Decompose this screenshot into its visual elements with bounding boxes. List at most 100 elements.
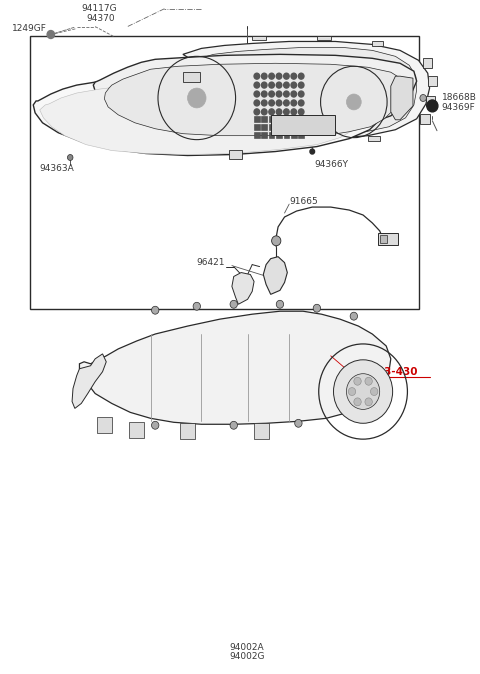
- Bar: [380, 235, 387, 243]
- Circle shape: [269, 109, 275, 115]
- Circle shape: [269, 91, 275, 97]
- Bar: [269, 131, 275, 137]
- Bar: [254, 131, 260, 137]
- Bar: [180, 423, 195, 439]
- Circle shape: [47, 30, 55, 38]
- Circle shape: [276, 100, 282, 106]
- Circle shape: [276, 82, 282, 88]
- Circle shape: [254, 82, 260, 88]
- Polygon shape: [80, 311, 391, 424]
- Circle shape: [269, 73, 275, 79]
- Circle shape: [334, 360, 393, 423]
- Circle shape: [420, 94, 426, 102]
- Circle shape: [299, 91, 304, 97]
- Bar: [291, 131, 297, 137]
- Circle shape: [284, 91, 289, 97]
- Polygon shape: [232, 272, 254, 304]
- Circle shape: [193, 302, 201, 310]
- Bar: [299, 116, 304, 122]
- Bar: [262, 116, 267, 122]
- Circle shape: [310, 149, 314, 154]
- Circle shape: [291, 73, 297, 79]
- Circle shape: [262, 73, 267, 79]
- Text: 94366Y: 94366Y: [314, 160, 348, 169]
- Bar: [276, 124, 282, 129]
- Polygon shape: [264, 257, 288, 295]
- Bar: [183, 72, 200, 82]
- Polygon shape: [105, 63, 406, 135]
- Bar: [31, 36, 419, 309]
- Bar: [420, 114, 430, 124]
- Circle shape: [365, 398, 372, 406]
- Bar: [276, 116, 282, 122]
- Circle shape: [276, 109, 282, 115]
- Circle shape: [284, 82, 289, 88]
- Text: 94002G: 94002G: [229, 652, 264, 661]
- Text: 94117G: 94117G: [81, 4, 117, 13]
- Circle shape: [313, 304, 321, 312]
- Text: 1249GF: 1249GF: [12, 24, 47, 33]
- Polygon shape: [33, 78, 384, 156]
- Circle shape: [354, 377, 361, 386]
- Circle shape: [427, 100, 438, 112]
- Bar: [254, 116, 260, 122]
- Bar: [170, 93, 179, 103]
- Circle shape: [350, 312, 358, 320]
- Circle shape: [254, 73, 260, 79]
- Circle shape: [262, 109, 267, 115]
- Polygon shape: [93, 55, 417, 129]
- Bar: [378, 233, 398, 245]
- Bar: [271, 115, 336, 135]
- Circle shape: [276, 91, 282, 97]
- Bar: [262, 124, 267, 129]
- Bar: [262, 131, 267, 137]
- Circle shape: [284, 109, 289, 115]
- Circle shape: [348, 388, 356, 396]
- Bar: [284, 116, 289, 122]
- Text: 94369F: 94369F: [442, 103, 475, 113]
- Bar: [423, 59, 432, 68]
- Bar: [299, 124, 304, 129]
- Bar: [269, 116, 275, 122]
- Text: 91665: 91665: [289, 197, 318, 206]
- Circle shape: [299, 109, 304, 115]
- Circle shape: [284, 100, 289, 106]
- Bar: [171, 111, 180, 121]
- Bar: [291, 124, 297, 129]
- Circle shape: [262, 82, 267, 88]
- Circle shape: [276, 301, 284, 308]
- Text: 94002A: 94002A: [229, 643, 264, 652]
- Polygon shape: [171, 42, 430, 139]
- Circle shape: [230, 301, 238, 308]
- Bar: [276, 131, 282, 137]
- Bar: [129, 423, 144, 438]
- Bar: [254, 124, 260, 129]
- Circle shape: [276, 73, 282, 79]
- Bar: [264, 135, 276, 140]
- Text: 96421: 96421: [197, 258, 225, 267]
- Bar: [372, 42, 384, 47]
- Bar: [252, 36, 266, 40]
- Bar: [368, 135, 380, 141]
- Bar: [284, 124, 289, 129]
- Circle shape: [152, 306, 159, 314]
- Bar: [317, 36, 331, 40]
- Bar: [220, 131, 232, 135]
- Circle shape: [291, 91, 297, 97]
- Circle shape: [188, 88, 206, 108]
- Circle shape: [254, 109, 260, 115]
- Circle shape: [295, 419, 302, 427]
- Bar: [229, 150, 242, 160]
- Polygon shape: [391, 76, 413, 120]
- Bar: [428, 76, 437, 86]
- Circle shape: [291, 82, 297, 88]
- Bar: [299, 131, 304, 137]
- Circle shape: [299, 100, 304, 106]
- Polygon shape: [72, 354, 106, 408]
- Circle shape: [254, 91, 260, 97]
- Circle shape: [272, 236, 281, 246]
- Circle shape: [269, 82, 275, 88]
- Circle shape: [68, 154, 73, 160]
- Circle shape: [371, 388, 378, 396]
- Circle shape: [262, 91, 267, 97]
